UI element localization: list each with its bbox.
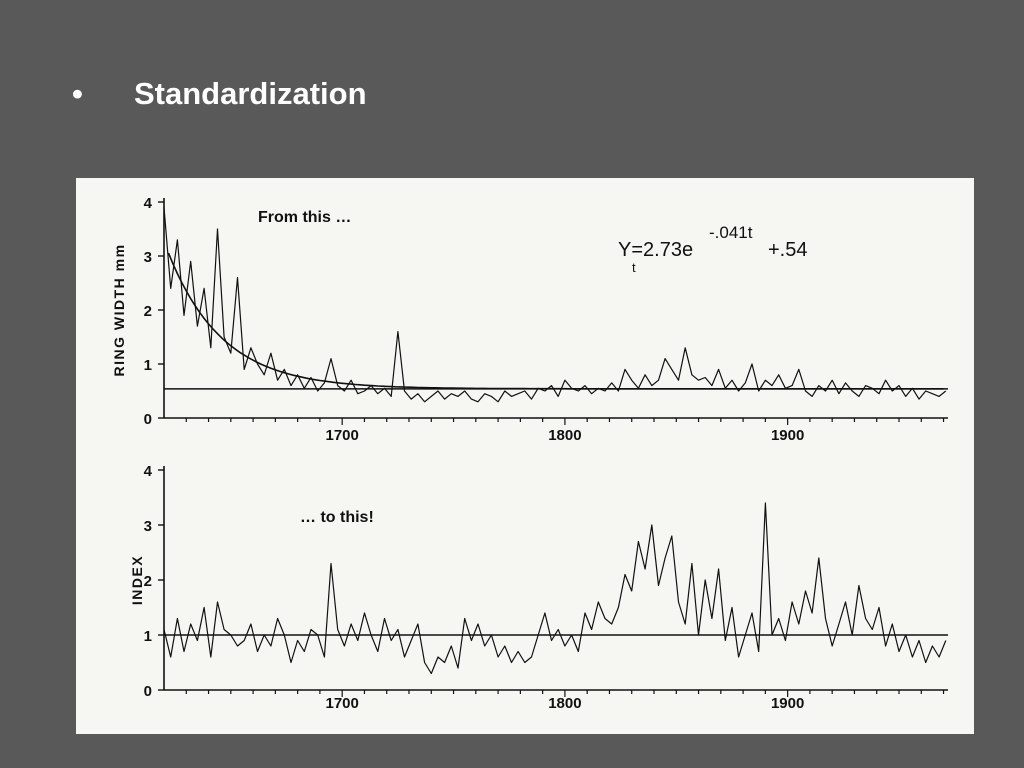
x-tick-label: 1700 <box>325 427 358 444</box>
y-tick-label: 0 <box>144 411 152 428</box>
bleed-through-text <box>596 188 602 216</box>
series-line <box>163 207 947 403</box>
fitted-curve <box>167 252 944 390</box>
scanned-figure: 0 1 2 3 4 1700 1800 1900 RING WIDTH mm From this … <box>76 178 974 734</box>
ring-width-panel: 0 1 2 3 4 1700 1800 1900 RING WIDTH mm From this … <box>111 195 948 444</box>
y-axis-label: INDEX <box>129 555 145 605</box>
equation-subscript: t <box>632 260 636 275</box>
y-tick-label: 1 <box>144 628 152 645</box>
bullet: • <box>72 76 83 111</box>
y-tick-label: 3 <box>144 518 152 535</box>
series-line <box>163 502 947 675</box>
y-tick-label: 4 <box>144 195 153 212</box>
slide-title: • Standardization <box>72 76 367 112</box>
equation-exponent: -.041t <box>709 223 753 242</box>
y-tick-label: 1 <box>144 357 152 374</box>
annotation-to-this: … to this! <box>300 509 374 526</box>
y-tick-label: 3 <box>144 249 152 266</box>
x-tick-label: 1800 <box>548 695 581 712</box>
title-text: Standardization <box>134 76 367 111</box>
x-tick-label: 1900 <box>771 695 804 712</box>
equation-main: Y=2.73e <box>618 239 693 261</box>
y-tick-label: 4 <box>144 463 153 480</box>
x-tick-label: 1700 <box>325 695 358 712</box>
y-tick-label: 2 <box>144 573 152 590</box>
chart-figure: 0 1 2 3 4 1700 1800 1900 RING WIDTH mm From this … <box>111 195 948 712</box>
y-axis-label: RING WIDTH mm <box>111 243 127 376</box>
equation-tail: +.54 <box>768 239 807 261</box>
x-tick-label: 1800 <box>548 427 581 444</box>
y-tick-label: 2 <box>144 303 152 320</box>
y-tick-label: 0 <box>144 683 152 700</box>
index-panel: 0 1 2 3 4 1700 1800 1900 INDEX … to this! <box>129 463 948 712</box>
annotation-from-this: From this … <box>258 209 351 226</box>
x-tick-label: 1900 <box>771 427 804 444</box>
